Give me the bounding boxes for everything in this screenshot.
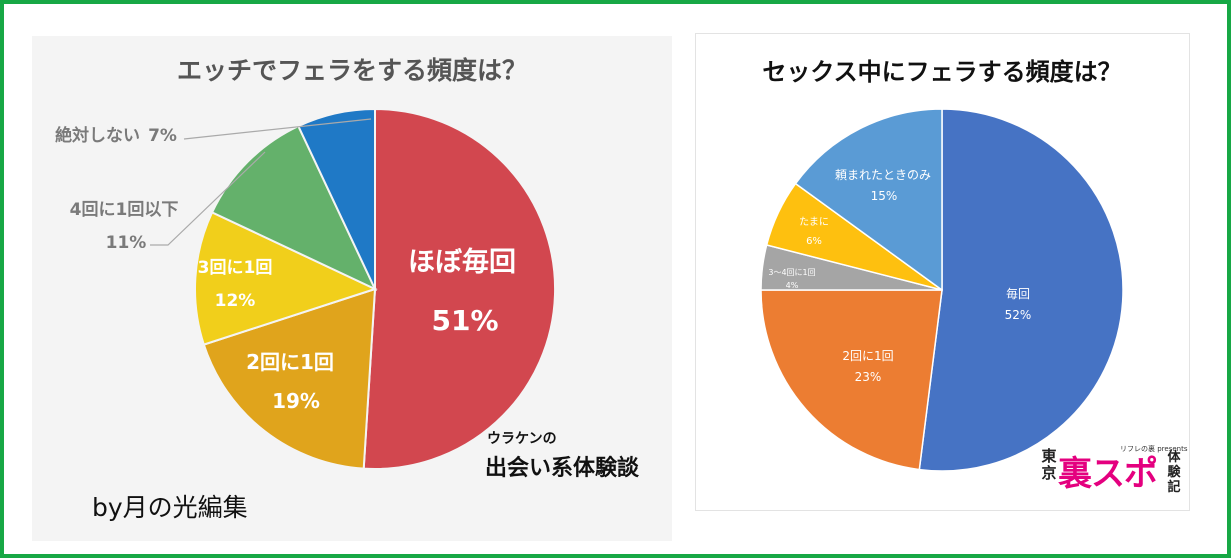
label-zettai: 絶対しない 7%	[55, 125, 177, 146]
label-zettai-name: 絶対しない	[55, 125, 140, 146]
label-maikai-pct: 52%	[1005, 308, 1032, 322]
left-leader-lines	[150, 118, 372, 246]
label-3kai-pct: 12%	[215, 291, 256, 311]
right-chart-title: セックス中にフェラする頻度は？	[762, 58, 1121, 86]
left-pie-slice-2	[194, 211, 378, 346]
label-hobo-name: ほぼ毎回	[408, 247, 516, 278]
left-pie-slice-1	[202, 287, 377, 470]
label-2kai-name: 2回に1回	[246, 350, 334, 374]
right-pie-slices	[760, 108, 1124, 472]
label-hobo-pct: 51%	[431, 304, 498, 337]
label-tamani-pct: 6%	[806, 236, 822, 247]
left-slice-labels: ほぼ毎回 51% 2回に1回 19% 3回に1回 12% 4回に1回以下 11%…	[55, 125, 516, 413]
leader-line-4kai	[150, 151, 266, 246]
logo-side-text: 体験記	[1167, 450, 1181, 495]
label-3kai-name: 3回に1回	[198, 258, 273, 278]
right-chart-panel: セックス中にフェラする頻度は？ 毎回 52% 2回に1回 23% 3〜4回に1回…	[696, 34, 1189, 510]
logo-main-text: 裏スポ	[1058, 454, 1158, 494]
label-tamani-name: たまに	[799, 216, 829, 228]
label-2kai-r-pct: 23%	[855, 370, 882, 384]
left-pie-chart: エッチでフェラをする頻度は？ ほぼ毎回 51% 2回に1回 19% 3回に1回 …	[55, 56, 640, 481]
left-pie-slices	[194, 107, 556, 470]
right-pie-slice-0	[918, 108, 1124, 472]
label-2kai-r-name: 2回に1回	[842, 349, 893, 363]
label-tanomare-pct: 15%	[871, 189, 898, 203]
logo-tokyo-text: 東京	[1041, 447, 1057, 482]
label-2kai-pct: 19%	[272, 389, 320, 413]
ura-spo-logo: リフレの裏 presents 東京 裏スポ 体験記	[1040, 444, 1188, 508]
credit-text: by月の光編集	[92, 493, 248, 522]
label-34kai-name: 3〜4回に1回	[768, 268, 815, 277]
left-pie-slice-0	[362, 107, 556, 470]
left-watermark-line2: 出会い系体験談	[485, 455, 640, 481]
left-pie-slice-4	[297, 107, 376, 290]
right-pie-chart: セックス中にフェラする頻度は？ 毎回 52% 2回に1回 23% 3〜4回に1回…	[760, 58, 1124, 472]
left-chart-title: エッチでフェラをする頻度は？	[177, 56, 527, 85]
label-tanomare-name: 頼まれたときのみ	[835, 168, 931, 182]
leader-line-zettai	[183, 118, 372, 140]
left-pie-slice-3	[210, 124, 378, 292]
label-zettai-pct: 7%	[148, 126, 177, 146]
logo-presents-text: リフレの裏 presents	[1120, 445, 1188, 453]
right-pie-slice-4	[794, 108, 943, 292]
left-chart-panel: エッチでフェラをする頻度は？ ほぼ毎回 51% 2回に1回 19% 3回に1回 …	[32, 36, 672, 541]
label-maikai-name: 毎回	[1006, 286, 1030, 301]
right-pie-slice-1	[760, 289, 943, 471]
left-watermark-line1: ウラケンの	[487, 431, 557, 447]
label-4kai-name: 4回に1回以下	[70, 200, 179, 220]
label-4kai-pct: 11%	[106, 233, 147, 253]
right-slice-labels: 毎回 52% 2回に1回 23% 3〜4回に1回 4% たまに 6% 頼まれたと…	[768, 168, 1031, 384]
label-34kai-pct: 4%	[786, 281, 799, 290]
